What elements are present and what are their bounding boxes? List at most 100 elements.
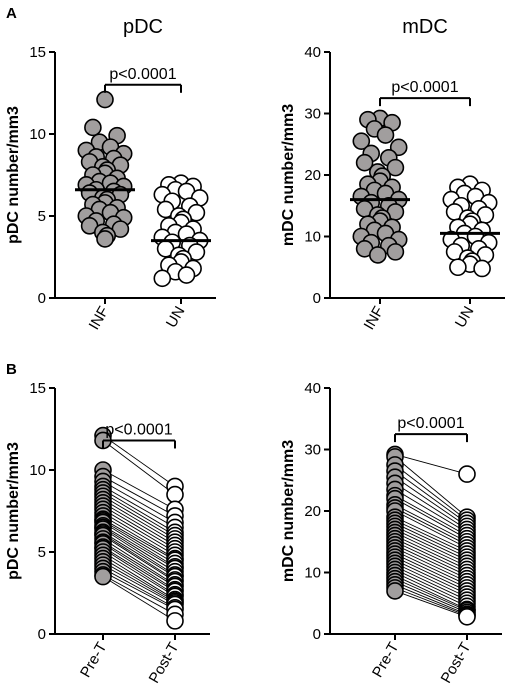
chart-a-mdc: mDC 0 10 20 30 40 mDC number/mm3 INF UN p<0.0001 bbox=[280, 16, 505, 333]
panel-label-b: B bbox=[6, 361, 17, 378]
pair-line bbox=[394, 476, 468, 527]
pair-line bbox=[394, 556, 468, 592]
data-point bbox=[355, 153, 374, 172]
data-point bbox=[153, 269, 172, 288]
data-point bbox=[376, 126, 395, 144]
pair-line bbox=[394, 590, 468, 618]
chart-b-pdc: 0 5 10 15 pDC number/mm3 Pre-T Post-T p<0.0001 bbox=[5, 380, 210, 686]
pair-line bbox=[394, 575, 468, 610]
pair-line bbox=[394, 519, 468, 555]
p-value-label: p<0.0001 bbox=[397, 415, 464, 432]
pair-line bbox=[394, 453, 468, 475]
pair-line bbox=[102, 533, 176, 581]
pair-line bbox=[394, 507, 468, 546]
pair-line bbox=[394, 522, 468, 558]
pair-line bbox=[102, 527, 176, 573]
data-point-post bbox=[458, 607, 476, 626]
data-point bbox=[449, 258, 467, 277]
series-un bbox=[151, 174, 211, 288]
pair-line bbox=[102, 476, 176, 517]
pair-line bbox=[102, 574, 176, 615]
y-tick-label: 0 bbox=[38, 290, 46, 307]
x-tick-label: UN bbox=[452, 304, 478, 331]
y-tick-label: 40 bbox=[304, 44, 321, 61]
pair-line bbox=[102, 546, 176, 592]
pair-line bbox=[102, 505, 176, 550]
pair-line bbox=[102, 440, 176, 495]
pair-line bbox=[102, 525, 176, 569]
pair-line bbox=[394, 516, 468, 552]
data-point bbox=[84, 118, 102, 137]
pair-line bbox=[102, 548, 176, 596]
paired-lines bbox=[102, 435, 176, 622]
panel-label-a: A bbox=[6, 5, 17, 22]
pair-line bbox=[394, 559, 468, 595]
x-tick-label: UN bbox=[163, 304, 189, 331]
y-axis-title: pDC number/mm3 bbox=[5, 106, 22, 244]
pair-line bbox=[102, 528, 176, 576]
data-point bbox=[96, 90, 114, 109]
y-tick-label: 0 bbox=[313, 290, 321, 307]
pair-line bbox=[102, 486, 176, 528]
x-tick-label: Post-T bbox=[146, 640, 183, 687]
data-point bbox=[386, 243, 405, 261]
pair-line bbox=[394, 535, 468, 570]
pair-line bbox=[102, 489, 176, 533]
pair-line bbox=[394, 581, 468, 613]
pair-line bbox=[394, 541, 468, 576]
pair-line bbox=[394, 569, 468, 604]
data-point bbox=[386, 158, 405, 177]
pair-line bbox=[102, 492, 176, 536]
y-tick-label: 30 bbox=[304, 106, 321, 123]
y-tick-label: 15 bbox=[29, 44, 46, 61]
pair-line bbox=[394, 456, 468, 518]
pair-line bbox=[102, 531, 176, 577]
y-tick-label: 10 bbox=[29, 126, 46, 143]
chart-a-pdc: pDC 0 5 10 15 pDC number/mm3 INF UN p<0.0001 bbox=[5, 16, 216, 333]
y-tick-label: 10 bbox=[304, 565, 321, 582]
pair-line bbox=[394, 470, 468, 524]
y-tick-label: 20 bbox=[304, 503, 321, 520]
pair-line bbox=[102, 518, 176, 561]
data-point bbox=[96, 230, 114, 248]
y-tick-label: 40 bbox=[304, 380, 321, 397]
pair-line bbox=[102, 551, 176, 597]
x-tick-label: INF bbox=[86, 304, 113, 333]
pair-line bbox=[394, 562, 468, 598]
data-point bbox=[177, 266, 196, 284]
pair-line bbox=[394, 550, 468, 586]
pair-line bbox=[102, 515, 176, 559]
pair-line bbox=[394, 547, 468, 583]
pair-line bbox=[102, 522, 176, 568]
x-tick-label: INF bbox=[361, 304, 388, 333]
pair-line bbox=[102, 502, 176, 546]
pair-line bbox=[394, 553, 468, 589]
pair-line bbox=[102, 576, 176, 622]
x-tick-label: Pre-T bbox=[77, 640, 110, 681]
y-axis-title: mDC number/mm3 bbox=[280, 440, 297, 582]
pair-line bbox=[394, 464, 468, 521]
pair-line bbox=[394, 482, 468, 530]
pair-line bbox=[394, 529, 468, 564]
pair-line bbox=[102, 469, 176, 510]
pair-line bbox=[394, 538, 468, 573]
data-point-pre bbox=[94, 567, 112, 586]
pair-line bbox=[102, 535, 176, 582]
charts-area: pDC 0 5 10 15 pDC number/mm3 INF UN p<0.0001 mDC 0… bbox=[5, 16, 505, 686]
pair-line bbox=[102, 543, 176, 591]
pair-line bbox=[394, 578, 468, 612]
pair-line bbox=[102, 499, 176, 543]
data-point-post bbox=[166, 485, 184, 504]
pair-line bbox=[102, 520, 176, 564]
chart-title: mDC bbox=[402, 16, 448, 38]
x-tick-label: Pre-T bbox=[369, 640, 402, 681]
series-inf bbox=[350, 109, 410, 264]
y-tick-label: 10 bbox=[304, 229, 321, 246]
pair-line bbox=[102, 561, 176, 604]
data-point-post bbox=[458, 465, 476, 483]
pair-line bbox=[102, 481, 176, 523]
pair-line bbox=[394, 489, 468, 533]
data-point bbox=[352, 132, 371, 150]
pair-line bbox=[102, 508, 176, 553]
x-tick-label: Post-T bbox=[438, 640, 475, 687]
